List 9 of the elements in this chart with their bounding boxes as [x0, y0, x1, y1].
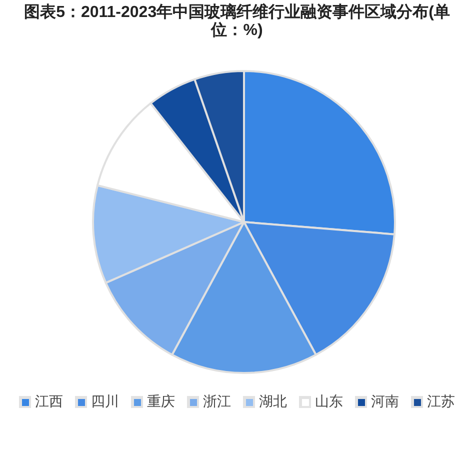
legend-label: 四川 [91, 393, 119, 411]
legend-label: 湖北 [259, 393, 287, 411]
legend-label: 山东 [315, 393, 343, 411]
legend-label: 河南 [371, 393, 399, 411]
legend-label: 江西 [35, 393, 63, 411]
legend-label: 重庆 [147, 393, 175, 411]
chart-title: 图表5：2011-2023年中国玻璃纤维行业融资事件区域分布(单位：%) [23, 4, 451, 40]
legend-label: 浙江 [203, 393, 231, 411]
legend-label: 江苏 [427, 393, 455, 411]
